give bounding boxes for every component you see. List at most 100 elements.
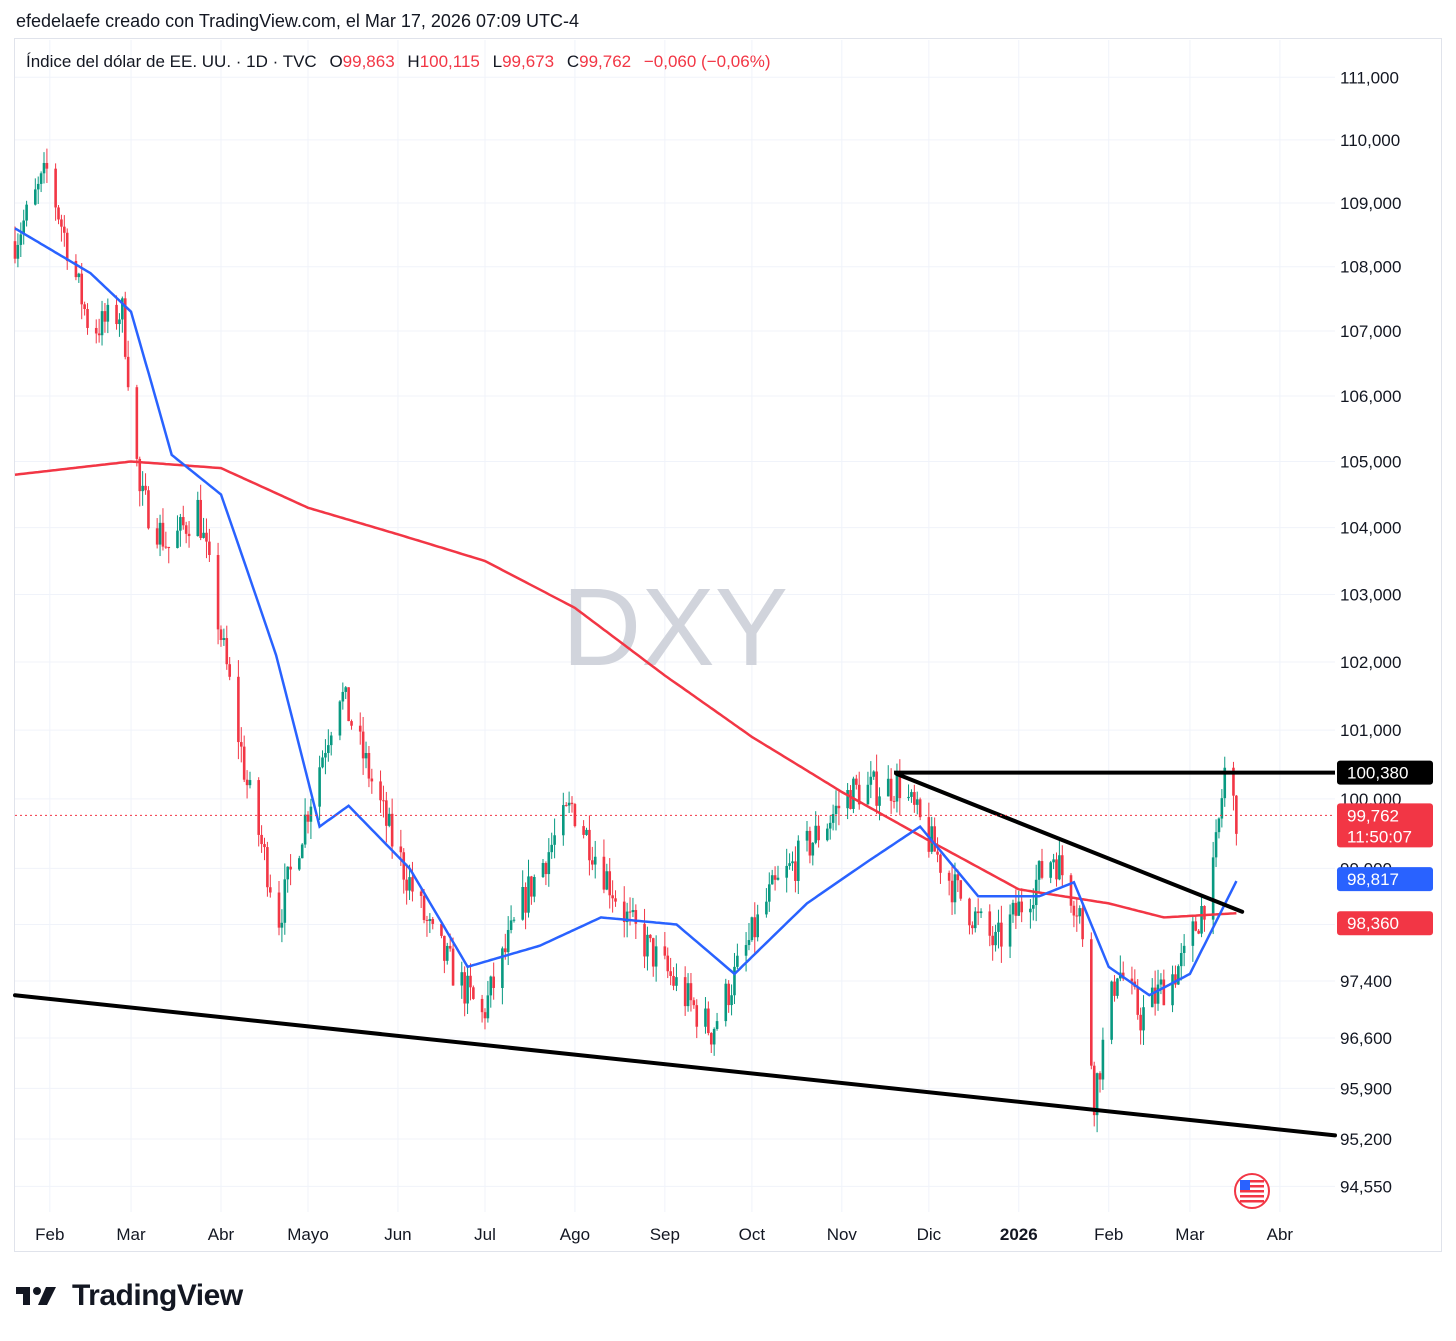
y-tick-label: 101,000 (1340, 721, 1401, 740)
candle-body (936, 851, 939, 855)
candle-body (631, 910, 635, 913)
candle-body (666, 955, 670, 972)
candle-body (834, 805, 838, 815)
candle-body (60, 219, 63, 227)
y-tick-label: 103,000 (1340, 585, 1401, 604)
candle-body (466, 975, 469, 1004)
candle-body (327, 745, 330, 753)
candle-body (147, 490, 150, 529)
candle-body (1139, 1014, 1142, 1031)
candle-body (544, 862, 548, 875)
x-tick-label: Sep (650, 1225, 680, 1244)
ma-slow-price-value: 98,360 (1347, 914, 1399, 933)
candle-body (306, 814, 310, 822)
candle-body (385, 800, 388, 826)
candle-body (387, 813, 391, 826)
candle-body (933, 826, 936, 852)
candle-body (683, 977, 687, 1007)
candle-body (121, 298, 124, 320)
horizontal-line-price-badge (1337, 760, 1433, 785)
ma-slow-price-badge (1337, 911, 1433, 936)
candle-body (469, 975, 472, 988)
candle-body (1203, 905, 1206, 920)
candle-body (1092, 1065, 1096, 1116)
candle-body (1191, 921, 1195, 946)
candle-body (164, 546, 168, 548)
candle-body (1116, 978, 1119, 996)
candle-body (80, 273, 84, 305)
candle-body (532, 876, 536, 897)
candle-body (1159, 979, 1163, 985)
candle-body (547, 852, 551, 875)
candle-body (141, 485, 144, 492)
candle-body (686, 983, 690, 1007)
candle-body (796, 840, 800, 881)
candle-body (915, 799, 919, 805)
trend-line[interactable] (13, 993, 1337, 1138)
candle-body (692, 1000, 696, 1006)
candle-body (1179, 953, 1183, 967)
candle-body (399, 846, 403, 853)
candle-body (817, 825, 820, 841)
candle-body (260, 834, 263, 845)
y-tick-label: 109,000 (1340, 194, 1401, 213)
candle-body (1014, 902, 1018, 916)
candle-body (593, 856, 597, 865)
candle-body (245, 779, 249, 786)
candle-body (524, 886, 527, 913)
candle-body (1049, 862, 1052, 878)
candle-body (184, 525, 188, 534)
horizontal-line-price-value: 100,380 (1347, 764, 1408, 783)
open-value: 99,863 (342, 52, 395, 71)
candle-body (828, 822, 832, 829)
candle-body (910, 792, 913, 797)
candle-body (654, 946, 658, 967)
candle-body (808, 830, 812, 856)
tradingview-logo-icon (16, 1287, 56, 1305)
candle-body (553, 835, 556, 845)
candle-body (123, 298, 127, 357)
x-tick-label: Abr (208, 1225, 235, 1244)
candle-body (239, 742, 243, 747)
candle-body (161, 522, 165, 547)
candle-body (767, 884, 771, 902)
x-tick-label: Feb (1094, 1225, 1123, 1244)
x-tick-label: Abr (1267, 1225, 1294, 1244)
x-tick-label: Ago (560, 1225, 590, 1244)
candle-body (567, 802, 571, 806)
tradingview-logo[interactable]: TradingView (16, 1279, 243, 1313)
candle-body (36, 183, 40, 190)
candle-body (155, 528, 159, 545)
symbol-description: Índice del dólar de EE. UU. · 1D · TVC (26, 52, 317, 71)
candle-body (826, 828, 829, 841)
x-tick-label: 2026 (1000, 1225, 1038, 1244)
candle-body (814, 825, 818, 843)
y-tick-label: 104,000 (1340, 519, 1401, 538)
candle-body (707, 1008, 710, 1034)
candle-body (530, 876, 533, 897)
candle-body (25, 204, 28, 221)
candle-body (1211, 857, 1215, 920)
candle-body (785, 865, 788, 878)
candle-body (695, 1005, 699, 1027)
candle-body (118, 319, 121, 325)
candle-body (303, 814, 307, 845)
candle-body (712, 1028, 716, 1045)
candle-body (1156, 984, 1160, 1004)
candle-body (208, 541, 211, 555)
candle-body (849, 790, 852, 809)
candle-body (506, 929, 510, 953)
candle-body (878, 796, 881, 806)
candle-body (1040, 861, 1044, 878)
candle-body (1153, 987, 1157, 1004)
x-tick-label: Mayo (287, 1225, 329, 1244)
candle-body (744, 945, 748, 956)
candle-body (1194, 921, 1198, 931)
symbol-watermark: DXY (562, 566, 788, 689)
us-flag-icon[interactable] (1234, 1173, 1270, 1209)
chart-pane[interactable] (14, 38, 1442, 1252)
candle-body (625, 911, 629, 923)
trend-line[interactable] (894, 772, 1245, 914)
close-value: 99,762 (579, 52, 632, 71)
